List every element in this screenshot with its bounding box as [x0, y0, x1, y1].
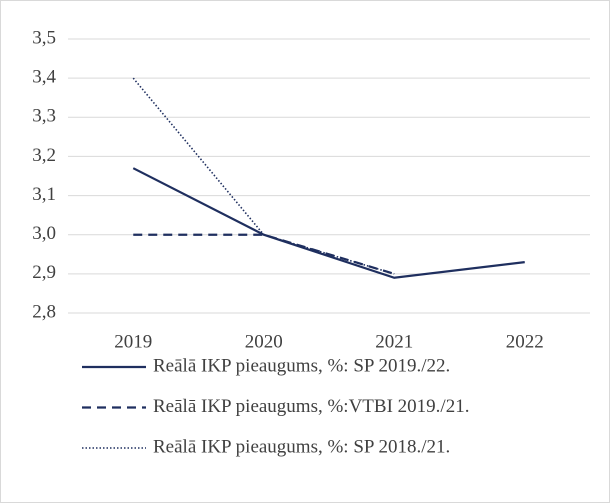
x-tick-label: 2022 [506, 331, 544, 352]
legend-label: Reālā IKP pieaugums, %: SP 2018./21. [153, 436, 450, 457]
y-tick-label: 3,0 [32, 223, 56, 244]
y-tick-label: 3,2 [32, 145, 56, 166]
series-line [132, 77, 395, 275]
series-line [132, 167, 525, 279]
legend-label: Reālā IKP pieaugums, %: SP 2019./22. [153, 355, 450, 376]
x-tick-label: 2019 [114, 331, 152, 352]
y-tick-label: 3,1 [32, 184, 56, 205]
y-tick-label: 2,8 [32, 301, 56, 322]
legend-label: Reālā IKP pieaugums, %:VTBI 2019./21. [153, 396, 469, 417]
y-tick-label: 3,4 [32, 67, 56, 88]
y-tick-label: 3,3 [32, 106, 56, 127]
x-tick-label: 2021 [375, 331, 413, 352]
x-tick-label: 2020 [245, 331, 283, 352]
y-tick-label: 3,5 [32, 27, 56, 48]
y-tick-label: 2,9 [32, 262, 56, 283]
